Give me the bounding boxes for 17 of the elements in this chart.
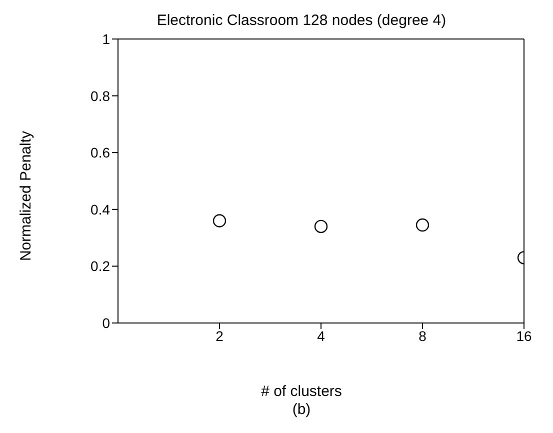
x-tick-label: 4 [317, 328, 326, 344]
y-tick-label: 0.8 [90, 88, 110, 104]
y-axis-title: Normalized Penalty [18, 130, 34, 261]
point [314, 220, 328, 234]
x-tick-label: 16 [516, 328, 532, 344]
text: (b) [291, 401, 312, 418]
x-axis-title: # of clusters [260, 383, 343, 400]
point [212, 214, 226, 228]
point [416, 218, 430, 232]
y-tick-label: 0 [102, 314, 110, 331]
y-tick-label: 0.4 [90, 201, 110, 218]
chart-title: Electronic Classroom 128 nodes (degree 4) [156, 12, 448, 29]
x-tick-label: 2 [216, 328, 224, 344]
y-tick-label: 0.2 [90, 258, 110, 274]
y-tick-label: 0.6 [90, 144, 110, 161]
x-tick-label: 8 [418, 328, 427, 344]
y-tick-label: 1 [102, 30, 110, 47]
